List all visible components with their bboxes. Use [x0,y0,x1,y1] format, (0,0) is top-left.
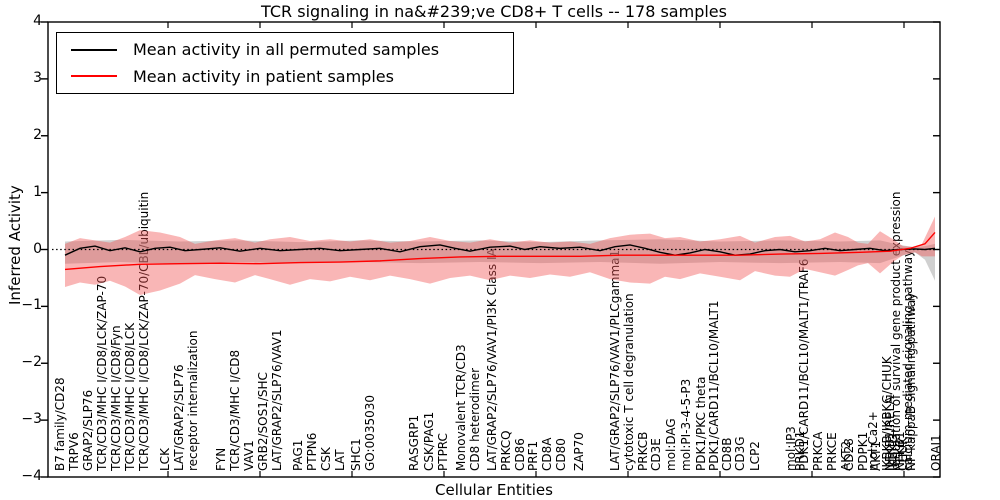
y-tick-label: −2 [21,354,42,371]
x-tick-label: CSK/PAG1 [422,411,436,471]
x-tick-label: PAG1 [291,439,305,471]
x-tick-label: TCR/CD3/MHC I/CD8 [228,349,242,471]
legend-label-patient: Mean activity in patient samples [133,66,394,86]
legend-row-permuted: Mean activity in all permuted samples [57,40,513,59]
x-tick-label: FYN [214,447,228,471]
x-tick-label: receptor internalization [186,330,200,471]
x-tick-label: LAT [333,449,347,471]
x-tick-label: VAV1 [242,440,256,471]
y-tick-label: 3 [33,69,42,86]
x-tick-label: TRPV6 [67,432,81,471]
x-tick-label: CD3G [733,436,747,471]
y-tick-label: 2 [33,126,42,143]
x-tick-label: CD8A [540,437,554,471]
x-tick-label: TCR/CD3/MHC I/CD8/LCK/ZAP-70/CBL/ubiquit… [137,191,151,471]
x-tick-label: ORAI1 [929,434,943,471]
patient-line-swatch [71,75,117,78]
x-tick-label: LCP2 [748,441,762,471]
x-tick-label: NF-kappaB signaling pathway [904,292,918,471]
y-tick-label: 4 [33,13,42,29]
y-tick-label: −4 [21,468,42,484]
x-tick-label: ZAP70 [572,432,586,471]
x-tick-label: B7 family/CD28 [53,377,67,471]
x-tick-label: PRF1 [526,440,540,471]
x-tick-label: TCR/CD3/MHC I/CD8/LCK [123,322,137,471]
x-tick-label: GRAP2/SLP76 [81,389,95,471]
x-tick-label: RASGRP1 [407,414,421,471]
x-tick-label: TCR/CD3/MHC I/CD8/LCK/ZAP-70 [95,275,109,471]
x-tick-label: GRB2/SOS1/SHC [256,372,270,471]
x-tick-label: PRKCQ [499,430,513,471]
legend: Mean activity in all permuted samples Me… [56,32,514,94]
legend-label-permuted: Mean activity in all permuted samples [133,40,440,60]
y-tick-label: −3 [21,411,42,428]
x-tick-label: PTPN6 [305,432,319,471]
permuted-line-swatch [71,48,117,51]
x-tick-label: LAT/GRAP2/SLP76/VAV1/PLCgamma1 [608,249,622,471]
chart-title: TCR signaling in na&#239;ve CD8+ T cells… [261,2,727,21]
y-tick-label: −1 [21,297,42,314]
x-tick-label: SHC1 [349,438,363,471]
x-tick-label: CD8 heterodimer [468,367,482,471]
x-tick-label: cytotoxic T cell degranulation [622,293,636,471]
x-tick-label: CD80 [554,438,568,471]
y-tick-label: 1 [33,183,42,200]
x-tick-label: CD3E [649,438,663,471]
x-tick-label: GO:0035030 [363,394,377,471]
x-tick-label: TCR/CD3/MHC I/CD8/Fyn [109,325,123,471]
x-tick-label: PTPRC [436,433,450,471]
x-tick-label: LAT/GRAP2/SLP76 [172,364,186,471]
x-tick-label: mol:PI-3-4-5-P3 [679,378,693,471]
x-tick-label: mol:DAG [664,418,678,471]
x-tick-label: PDK1/CARD11/BCL10/MALT1/TRAF6 [797,258,811,471]
legend-row-patient: Mean activity in patient samples [57,67,513,86]
x-tick-label: PRKCE [825,432,839,471]
x-tick-label: PRKCA [811,431,825,471]
x-tick-label: LAT/GRAP2/SLP76/VAV1 [270,329,284,471]
x-tick-label: LCK [158,448,172,471]
permuted-mean-line [64,244,936,256]
x-axis-label: Cellular Entities [435,481,553,499]
x-tick-label: Monovalent TCR/CD3 [454,344,468,471]
x-tick-label: LAT/GRAP2/SLP76/VAV1/PI3K Class IA [485,248,499,471]
y-tick-label: 0 [33,240,42,257]
x-tick-label: CSK [319,447,333,471]
x-tick-label: CD28 [842,438,856,471]
